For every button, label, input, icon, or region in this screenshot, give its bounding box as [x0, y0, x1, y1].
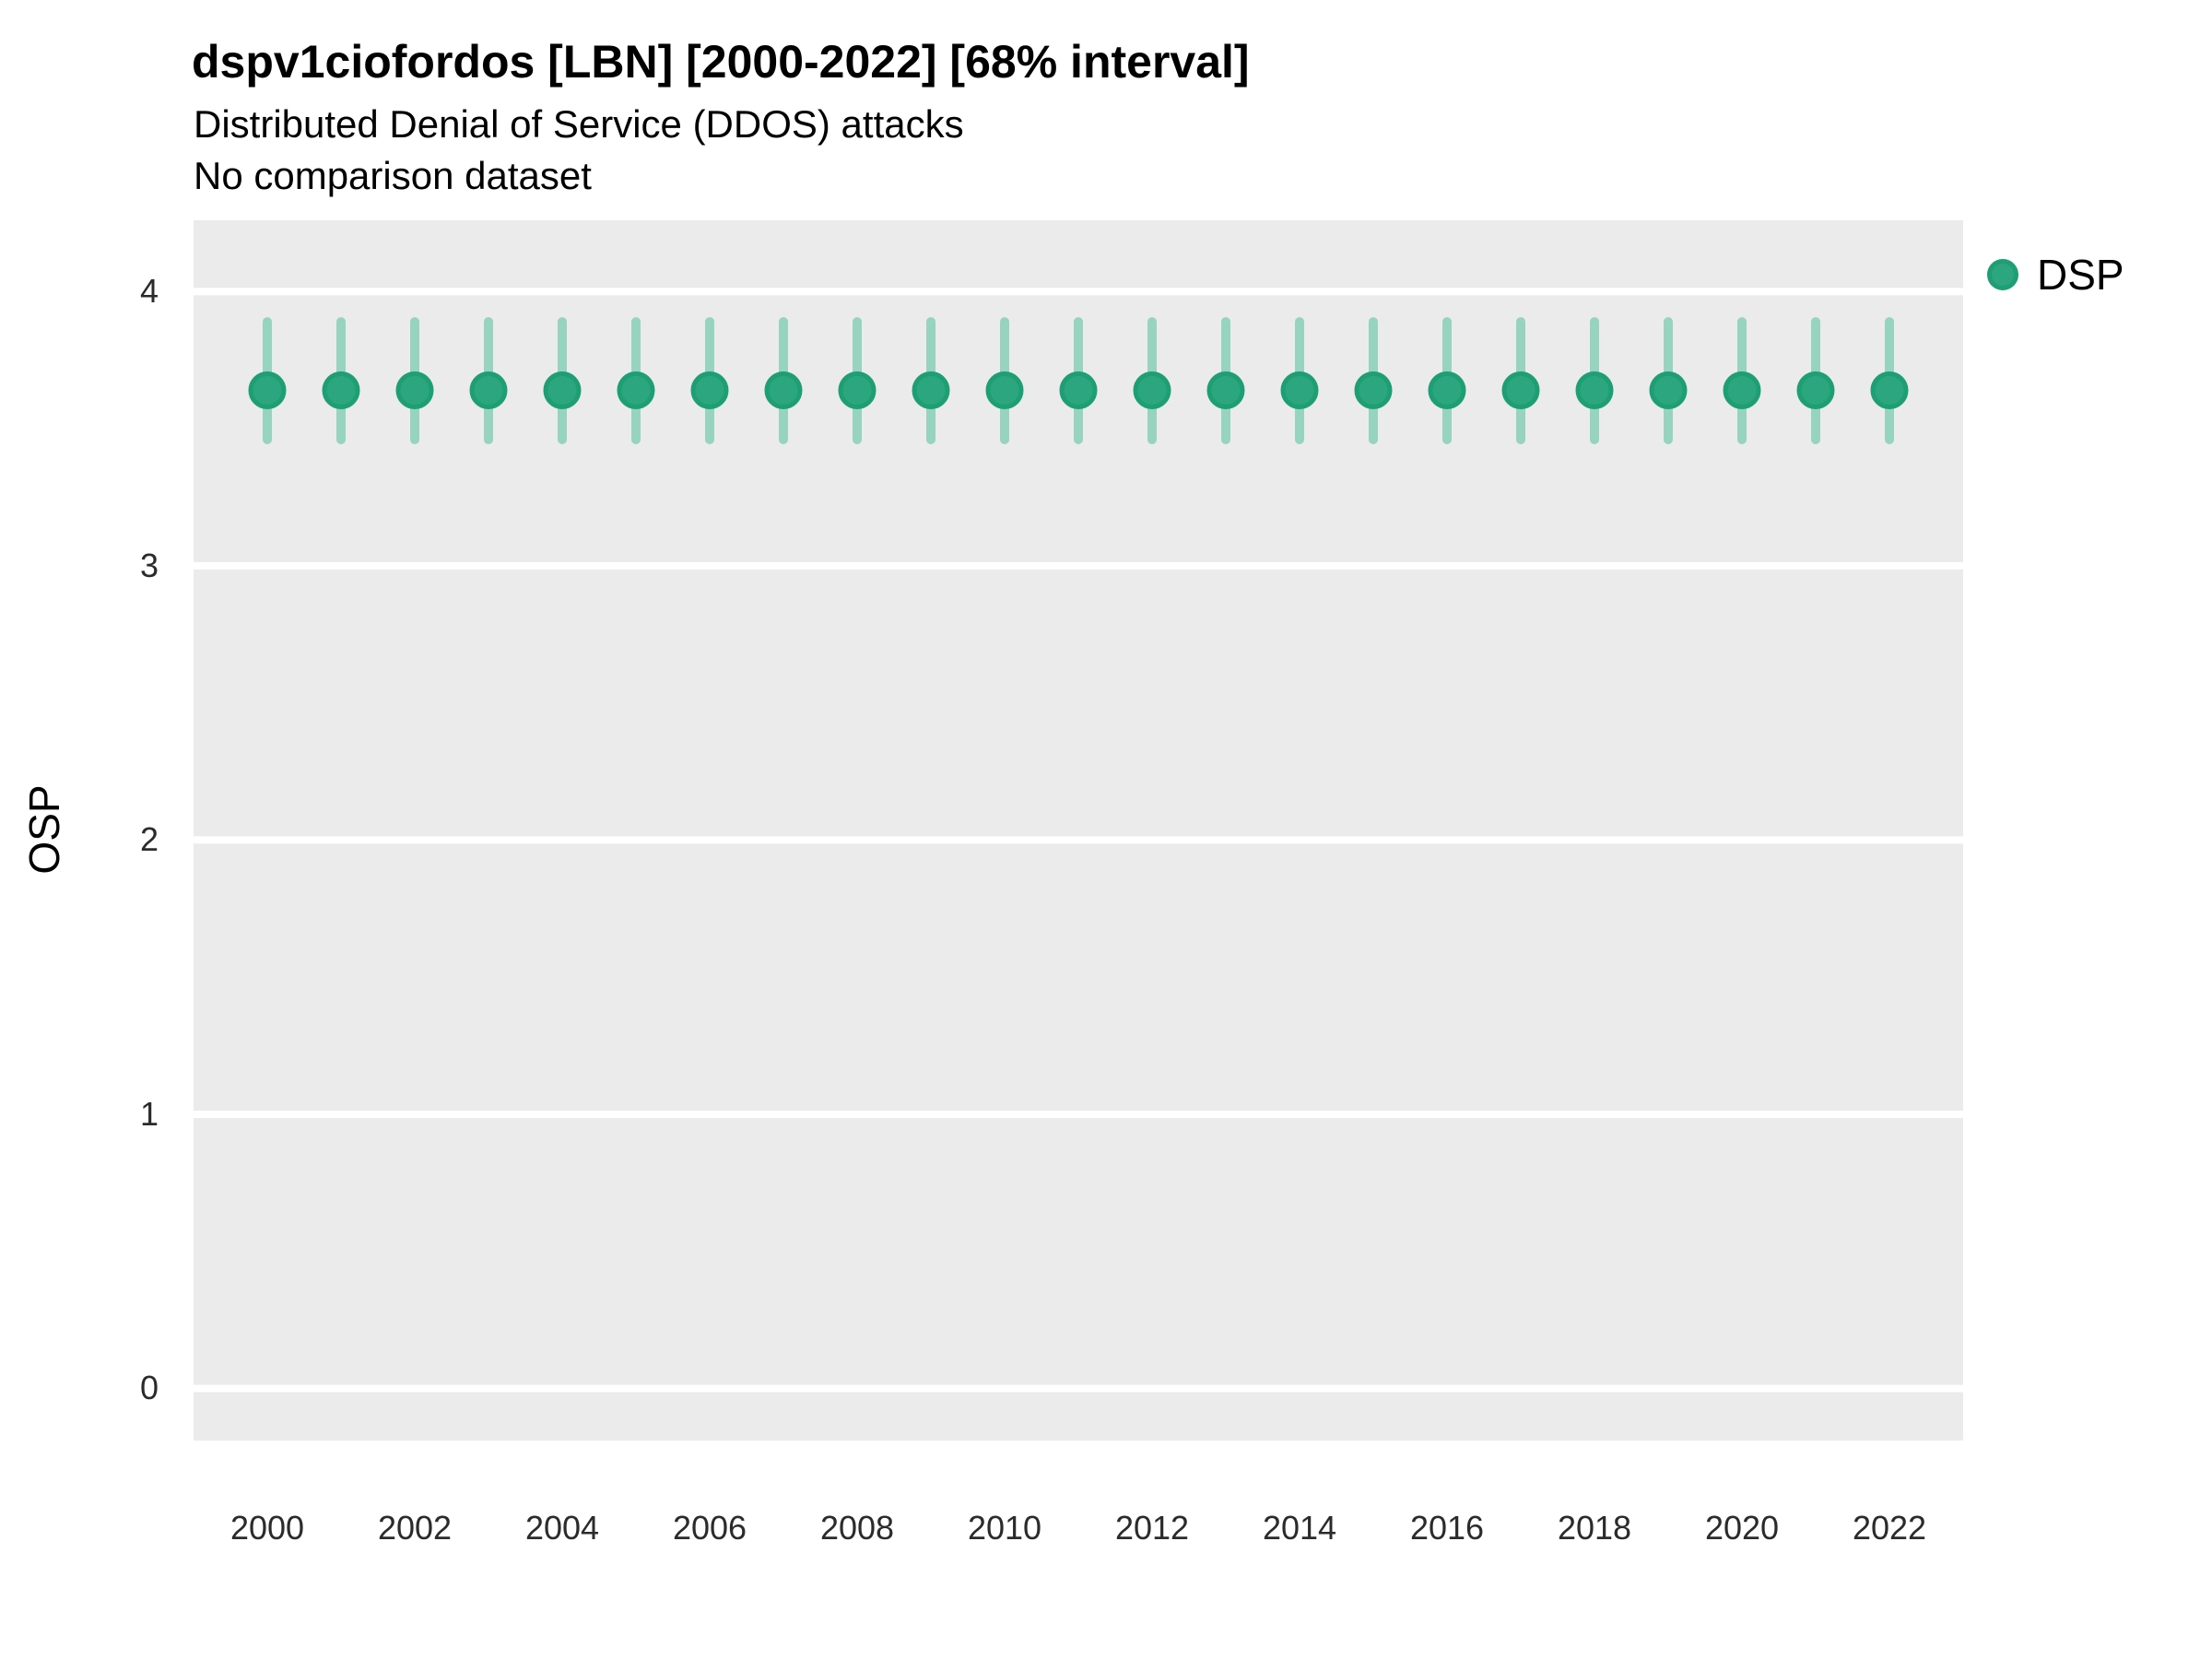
data-point	[690, 371, 729, 409]
data-point	[1354, 371, 1393, 409]
x-tick-label: 2012	[1114, 1509, 1190, 1547]
legend-label: DSP	[2037, 251, 2124, 299]
data-point	[838, 371, 877, 409]
chart-title: dspv1ciofordos [LBN] [2000-2022] [68% in…	[192, 36, 1250, 88]
y-tick-label: 2	[139, 820, 159, 859]
y-tick-label: 3	[139, 546, 159, 584]
x-tick-label: 2002	[377, 1509, 453, 1547]
x-tick-label: 2010	[967, 1509, 1042, 1547]
data-point	[764, 371, 803, 409]
data-point	[395, 371, 434, 409]
y-tick-label: 4	[139, 272, 159, 311]
x-tick-label: 2000	[229, 1509, 305, 1547]
x-tick-label: 2020	[1704, 1509, 1780, 1547]
data-point	[1501, 371, 1540, 409]
data-point	[617, 371, 655, 409]
data-point	[912, 371, 950, 409]
data-point	[1796, 371, 1835, 409]
data-point	[1575, 371, 1614, 409]
y-tick-label: 1	[139, 1094, 159, 1133]
data-point	[322, 371, 360, 409]
legend: DSP	[1987, 249, 2124, 300]
data-point	[1059, 371, 1098, 409]
data-point	[1133, 371, 1171, 409]
data-point	[1870, 371, 1909, 409]
plot-panel	[194, 220, 1963, 1441]
comparison-note: No comparison dataset	[194, 154, 592, 197]
data-point	[469, 371, 508, 409]
chart-subtitle: Distributed Denial of Service (DDOS) att…	[194, 102, 964, 146]
x-tick-label: 2018	[1557, 1509, 1632, 1547]
x-tick-label: 2006	[672, 1509, 747, 1547]
data-point	[543, 371, 582, 409]
data-point	[1280, 371, 1319, 409]
x-tick-label: 2016	[1409, 1509, 1485, 1547]
x-tick-label: 2008	[819, 1509, 895, 1547]
data-point	[1649, 371, 1688, 409]
x-tick-label: 2014	[1262, 1509, 1337, 1547]
legend-point-icon	[1987, 259, 2018, 290]
data-point	[1206, 371, 1245, 409]
y-tick-label: 0	[139, 1369, 159, 1407]
data-point	[985, 371, 1024, 409]
data-point	[1428, 371, 1466, 409]
x-tick-label: 2022	[1852, 1509, 1927, 1547]
x-tick-label: 2004	[524, 1509, 600, 1547]
data-point	[1723, 371, 1761, 409]
data-point	[248, 371, 287, 409]
